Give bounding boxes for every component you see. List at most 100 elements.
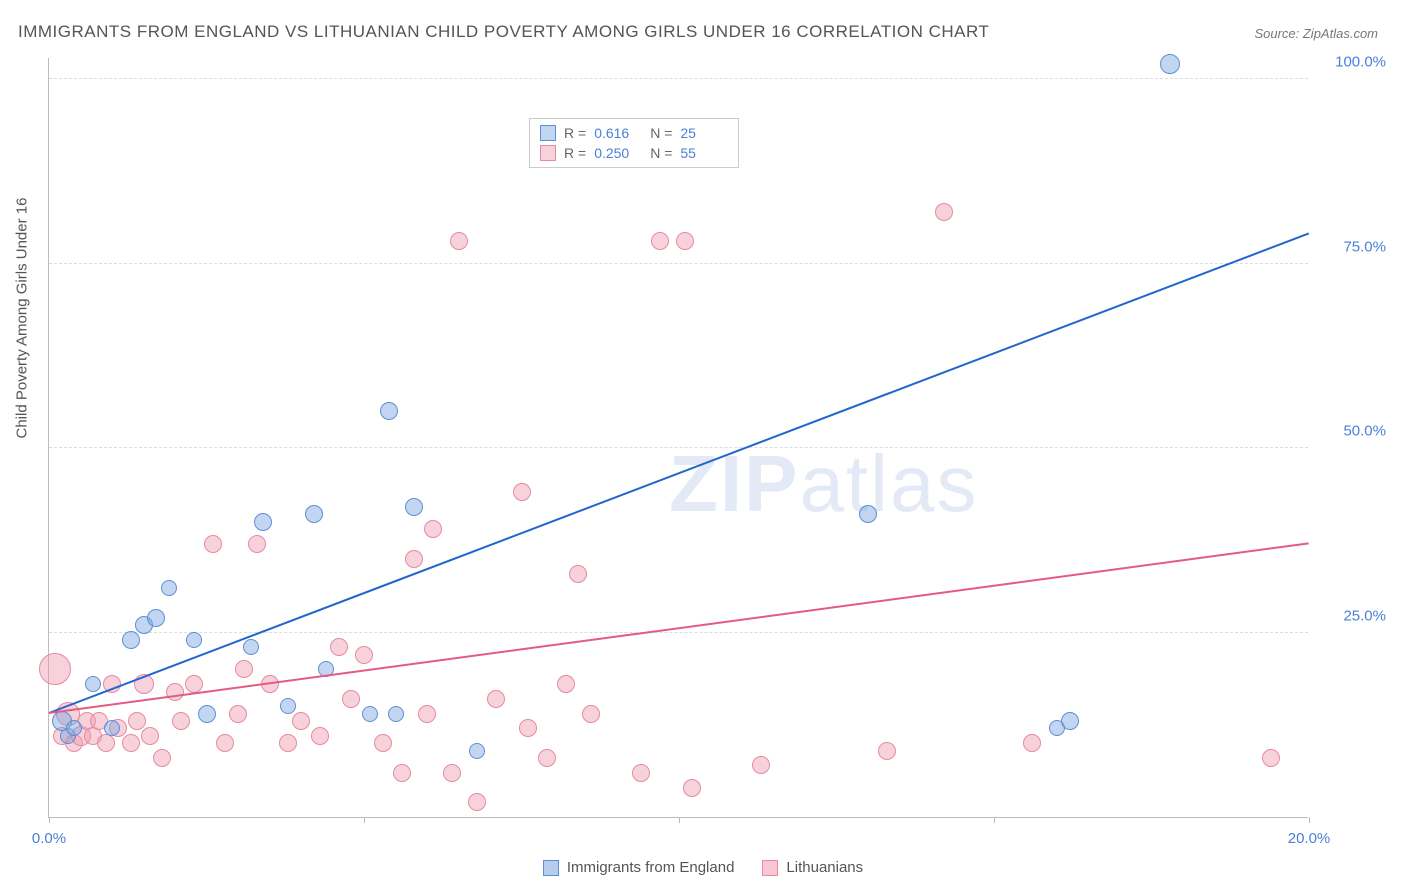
scatter-point xyxy=(935,203,953,221)
scatter-point xyxy=(128,712,146,730)
y-axis-label: Child Poverty Among Girls Under 16 xyxy=(14,198,31,439)
scatter-point xyxy=(198,705,216,723)
trend-line xyxy=(49,232,1310,713)
scatter-point xyxy=(141,727,159,745)
scatter-point xyxy=(311,727,329,745)
scatter-point xyxy=(859,505,877,523)
x-tick-mark xyxy=(1309,817,1310,823)
scatter-point xyxy=(519,719,537,737)
scatter-point xyxy=(330,638,348,656)
gridline xyxy=(49,447,1308,448)
scatter-point xyxy=(557,675,575,693)
scatter-point xyxy=(243,639,259,655)
stat-r-label: R = xyxy=(564,125,586,141)
scatter-point xyxy=(147,609,165,627)
scatter-point xyxy=(172,712,190,730)
scatter-point xyxy=(1023,734,1041,752)
x-tick-mark xyxy=(49,817,50,823)
legend-item: Immigrants from England xyxy=(543,859,735,876)
stat-n-value: 25 xyxy=(680,125,728,141)
scatter-point xyxy=(651,232,669,250)
correlation-chart: IMMIGRANTS FROM ENGLAND VS LITHUANIAN CH… xyxy=(0,0,1406,892)
gridline xyxy=(49,263,1308,264)
scatter-point xyxy=(185,675,203,693)
gridline xyxy=(49,632,1308,633)
y-tick-label: 25.0% xyxy=(1343,607,1386,624)
scatter-point xyxy=(418,705,436,723)
scatter-point xyxy=(424,520,442,538)
plot-area: ZIPatlas R =0.616N =25R =0.250N =55 25.0… xyxy=(48,58,1308,818)
scatter-point xyxy=(235,660,253,678)
scatter-point xyxy=(85,676,101,692)
scatter-point xyxy=(1061,712,1079,730)
stat-n-label: N = xyxy=(650,125,672,141)
scatter-point xyxy=(569,565,587,583)
stat-n-value: 55 xyxy=(680,145,728,161)
scatter-point xyxy=(161,580,177,596)
legend-swatch xyxy=(543,860,559,876)
stats-legend-row: R = 0.250 N = 55 xyxy=(540,143,728,163)
watermark: ZIPatlas xyxy=(669,438,978,530)
correlation-stats-legend: R = 0.616 N = 25 R = 0.250 N = 55 xyxy=(529,118,739,168)
scatter-point xyxy=(469,743,485,759)
scatter-point xyxy=(468,793,486,811)
scatter-point xyxy=(229,705,247,723)
scatter-point xyxy=(39,653,71,685)
scatter-point xyxy=(1160,54,1180,74)
scatter-point xyxy=(582,705,600,723)
scatter-point xyxy=(204,535,222,553)
scatter-point xyxy=(405,550,423,568)
legend-swatch xyxy=(540,145,556,161)
scatter-point xyxy=(216,734,234,752)
stat-r-value: 0.250 xyxy=(594,145,642,161)
legend-swatch xyxy=(540,125,556,141)
y-tick-label: 100.0% xyxy=(1335,54,1386,71)
scatter-point xyxy=(752,756,770,774)
scatter-point xyxy=(513,483,531,501)
scatter-point xyxy=(186,632,202,648)
scatter-point xyxy=(393,764,411,782)
x-tick-mark xyxy=(679,817,680,823)
series-legend: Immigrants from England Lithuanians xyxy=(0,859,1406,876)
scatter-point xyxy=(405,498,423,516)
scatter-point xyxy=(487,690,505,708)
stat-r-value: 0.616 xyxy=(594,125,642,141)
scatter-point xyxy=(1262,749,1280,767)
stat-r-label: R = xyxy=(564,145,586,161)
x-tick-label: 0.0% xyxy=(32,830,66,847)
stat-n-label: N = xyxy=(650,145,672,161)
scatter-point xyxy=(122,734,140,752)
scatter-point xyxy=(388,706,404,722)
chart-title: IMMIGRANTS FROM ENGLAND VS LITHUANIAN CH… xyxy=(18,22,989,42)
y-tick-label: 75.0% xyxy=(1343,238,1386,255)
scatter-point xyxy=(355,646,373,664)
legend-item: Lithuanians xyxy=(762,859,863,876)
stats-legend-row: R = 0.616 N = 25 xyxy=(540,123,728,143)
x-tick-label: 20.0% xyxy=(1288,830,1331,847)
scatter-point xyxy=(104,720,120,736)
y-tick-label: 50.0% xyxy=(1343,423,1386,440)
scatter-point xyxy=(676,232,694,250)
scatter-point xyxy=(374,734,392,752)
trend-line xyxy=(49,542,1309,714)
scatter-point xyxy=(878,742,896,760)
legend-label: Lithuanians xyxy=(786,859,863,876)
scatter-point xyxy=(279,734,297,752)
scatter-point xyxy=(362,706,378,722)
scatter-point xyxy=(292,712,310,730)
scatter-point xyxy=(254,513,272,531)
legend-swatch xyxy=(762,860,778,876)
legend-label: Immigrants from England xyxy=(567,859,735,876)
scatter-point xyxy=(305,505,323,523)
scatter-point xyxy=(153,749,171,767)
scatter-point xyxy=(538,749,556,767)
scatter-point xyxy=(66,720,82,736)
scatter-point xyxy=(122,631,140,649)
scatter-point xyxy=(280,698,296,714)
scatter-point xyxy=(342,690,360,708)
scatter-point xyxy=(97,734,115,752)
scatter-point xyxy=(380,402,398,420)
x-tick-mark xyxy=(364,817,365,823)
source-attribution: Source: ZipAtlas.com xyxy=(1254,26,1378,41)
scatter-point xyxy=(248,535,266,553)
